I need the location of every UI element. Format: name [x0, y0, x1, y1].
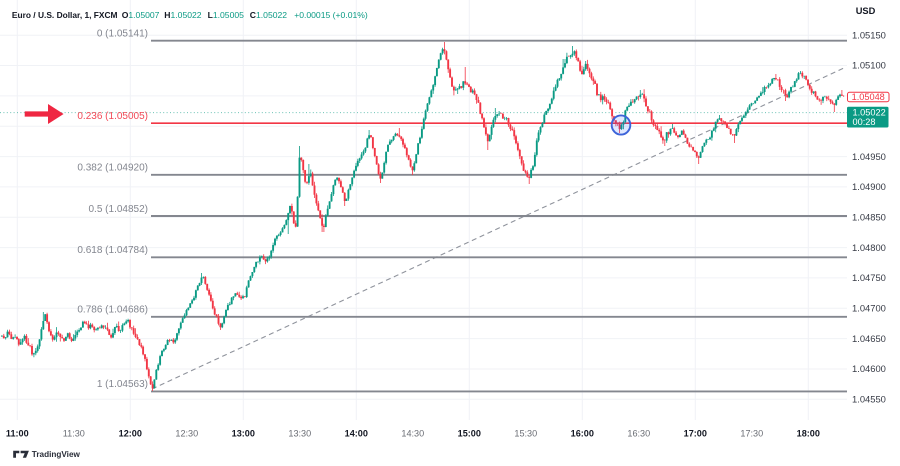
svg-text:1.05022: 1.05022 — [853, 107, 886, 117]
svg-text:11:00: 11:00 — [6, 428, 29, 438]
svg-text:C1.05022: C1.05022 — [250, 10, 288, 20]
svg-text:1.04800: 1.04800 — [852, 242, 886, 253]
svg-text:18:00: 18:00 — [797, 428, 820, 438]
svg-text:16:00: 16:00 — [571, 428, 594, 438]
svg-text:0 (1.05141): 0 (1.05141) — [97, 29, 148, 40]
svg-text:0.236 (1.05005): 0.236 (1.05005) — [77, 111, 148, 122]
svg-text:13:30: 13:30 — [288, 428, 311, 438]
svg-text:14:00: 14:00 — [345, 428, 368, 438]
svg-text:1.04700: 1.04700 — [852, 303, 886, 314]
svg-text:1.04950: 1.04950 — [852, 151, 886, 162]
svg-text:0.5 (1.04852): 0.5 (1.04852) — [89, 204, 149, 215]
svg-text:1 (1.04563): 1 (1.04563) — [97, 379, 148, 390]
svg-text:11:30: 11:30 — [63, 428, 85, 438]
svg-text:1.05150: 1.05150 — [852, 29, 886, 40]
svg-text:H1.05022: H1.05022 — [164, 10, 202, 20]
svg-text:12:00: 12:00 — [119, 428, 142, 438]
svg-text:15:00: 15:00 — [458, 428, 481, 438]
svg-text:13:00: 13:00 — [232, 428, 255, 438]
svg-text:TradingView: TradingView — [32, 450, 81, 459]
svg-text:1.04750: 1.04750 — [852, 272, 886, 283]
svg-text:0.382 (1.04920): 0.382 (1.04920) — [77, 163, 148, 174]
svg-text:1.04600: 1.04600 — [852, 363, 886, 374]
svg-text:1.04650: 1.04650 — [852, 333, 886, 344]
svg-text:L1.05005: L1.05005 — [208, 10, 245, 20]
svg-text:0.618 (1.04784): 0.618 (1.04784) — [77, 245, 148, 256]
svg-text:14:30: 14:30 — [401, 428, 424, 438]
svg-text:12:30: 12:30 — [175, 428, 198, 438]
svg-text:1.04550: 1.04550 — [852, 394, 886, 405]
svg-text:0.786 (1.04686): 0.786 (1.04686) — [77, 305, 148, 316]
svg-text:1.05100: 1.05100 — [852, 60, 886, 71]
svg-text:16:30: 16:30 — [627, 428, 650, 438]
svg-text:00:28: 00:28 — [853, 117, 876, 127]
svg-text:+0.00015 (+0.01%): +0.00015 (+0.01%) — [294, 10, 368, 20]
svg-text:O1.05007: O1.05007 — [122, 10, 160, 20]
svg-text:1.05048: 1.05048 — [852, 92, 885, 102]
svg-text:17:30: 17:30 — [740, 428, 763, 438]
svg-text:1.04850: 1.04850 — [852, 211, 886, 222]
svg-text:Euro / U.S. Dollar, 1, FXCM: Euro / U.S. Dollar, 1, FXCM — [12, 10, 118, 20]
svg-text:15:30: 15:30 — [514, 428, 537, 438]
svg-text:USD: USD — [856, 6, 876, 16]
svg-text:17:00: 17:00 — [684, 428, 707, 438]
svg-text:1.04900: 1.04900 — [852, 181, 886, 192]
